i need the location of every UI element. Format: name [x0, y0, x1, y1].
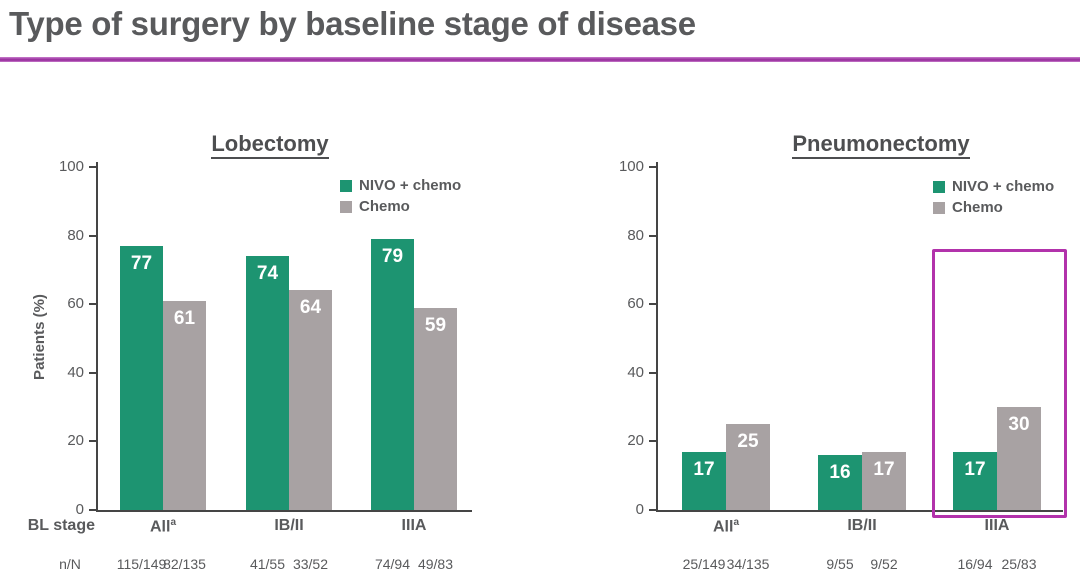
page-title: Type of surgery by baseline stage of dis… [9, 5, 696, 42]
bar-value-label: 30 [1008, 414, 1030, 435]
bar-value-label: 16 [829, 462, 851, 483]
n-over-n-value: 34/135 [726, 556, 770, 572]
bar-value-label: 59 [424, 315, 447, 336]
legend-label: NIVO + chemo [952, 178, 1055, 195]
y-tick-label: 20 [67, 432, 84, 450]
legend-swatch-icon [340, 200, 352, 213]
bl-stage-row-label: BL stage [27, 517, 95, 534]
bar-value-label: 61 [173, 308, 196, 329]
n-over-n-value: 115/149 [116, 556, 167, 572]
legend-label: Chemo [359, 198, 410, 215]
bar [163, 301, 206, 510]
category-superscript: a [170, 517, 176, 528]
y-tick-label: 80 [627, 226, 644, 244]
x-axis-line [96, 510, 472, 512]
n-over-n-value: 9/52 [870, 556, 898, 572]
bar-value-label: 74 [256, 263, 279, 284]
y-tick-label: 100 [618, 158, 644, 175]
bar-value-label: 17 [964, 459, 986, 480]
category-superscript: a [733, 517, 739, 528]
bar [246, 256, 289, 510]
bar [997, 407, 1041, 510]
bar-value-label: 25 [737, 431, 759, 452]
y-tick [89, 440, 96, 443]
bar [818, 455, 862, 510]
y-tick-label: 40 [67, 363, 84, 381]
bar [726, 424, 770, 510]
legend-label: Chemo [952, 199, 1003, 216]
legend-swatch-icon [933, 201, 945, 214]
bar [953, 452, 997, 510]
y-tick-label: 100 [58, 158, 84, 175]
y-tick-label: 40 [627, 363, 644, 381]
highlight-box [932, 249, 1067, 518]
bar-value-label: 17 [693, 459, 715, 480]
y-tick [649, 509, 656, 511]
y-tick [89, 166, 96, 168]
bar-value-label: 17 [873, 459, 895, 480]
legend-entry: Chemo [340, 196, 461, 217]
category-label: IIIA [401, 517, 427, 534]
y-tick [89, 371, 96, 374]
bar [289, 290, 332, 510]
n-over-n-value: 33/52 [292, 556, 329, 572]
y-tick-label: 60 [627, 295, 644, 313]
y-tick [89, 303, 96, 306]
y-axis-line [656, 162, 658, 512]
y-tick-label: 0 [635, 501, 644, 518]
y-tick [649, 303, 656, 306]
n-over-n-value: 25/83 [1001, 556, 1037, 572]
category-label: Alla [712, 517, 739, 536]
legend-label: NIVO + chemo [359, 177, 462, 194]
bar-value-label: 64 [299, 297, 322, 318]
y-tick [649, 234, 656, 237]
n-over-n-value: 16/94 [957, 556, 993, 572]
bar [862, 452, 906, 510]
y-tick [649, 371, 656, 374]
x-axis-line [656, 510, 1063, 512]
n-over-n-value: 82/135 [163, 556, 206, 572]
n-over-n-value: 41/55 [249, 556, 286, 572]
y-tick [649, 440, 656, 443]
y-tick-label: 80 [67, 226, 84, 244]
legend-entry: NIVO + chemo [933, 176, 1054, 197]
chart-title-lobectomy: Lobectomy [140, 131, 400, 159]
n-over-n-value: 74/94 [374, 556, 411, 572]
bar [682, 452, 726, 510]
category-label: IB/II [274, 517, 304, 534]
n-over-n-value: 25/149 [682, 556, 726, 572]
category-label: IB/II [847, 517, 877, 534]
y-tick [89, 234, 96, 237]
y-tick-label: 20 [627, 432, 644, 450]
chart-legend: NIVO + chemo Chemo [933, 176, 1054, 218]
chart-title-pneumonectomy: Pneumonectomy [751, 131, 1011, 159]
legend-swatch-icon [340, 179, 352, 192]
legend-entry: Chemo [933, 197, 1054, 218]
y-tick-label: 60 [67, 295, 84, 313]
legend-swatch-icon [933, 180, 945, 193]
y-tick-label: 0 [75, 501, 84, 518]
n-over-n-value: 49/83 [417, 556, 454, 572]
bar-value-label: 77 [130, 253, 153, 274]
n-over-n-row-label: n/N [59, 556, 81, 572]
category-label: Alla [149, 517, 176, 536]
n-over-n-value: 9/55 [826, 556, 854, 572]
category-label: IIIA [984, 517, 1010, 534]
bar [371, 239, 414, 510]
bar-value-label: 79 [381, 246, 404, 267]
chart-legend: NIVO + chemo Chemo [340, 175, 461, 217]
legend-entry: NIVO + chemo [340, 175, 461, 196]
title-accent-rule [0, 57, 1080, 62]
bar [414, 308, 457, 510]
bar [120, 246, 163, 510]
y-tick [649, 166, 656, 168]
y-axis-label: Patients (%) [31, 294, 48, 380]
y-axis-line [96, 162, 98, 512]
y-tick [89, 509, 96, 511]
